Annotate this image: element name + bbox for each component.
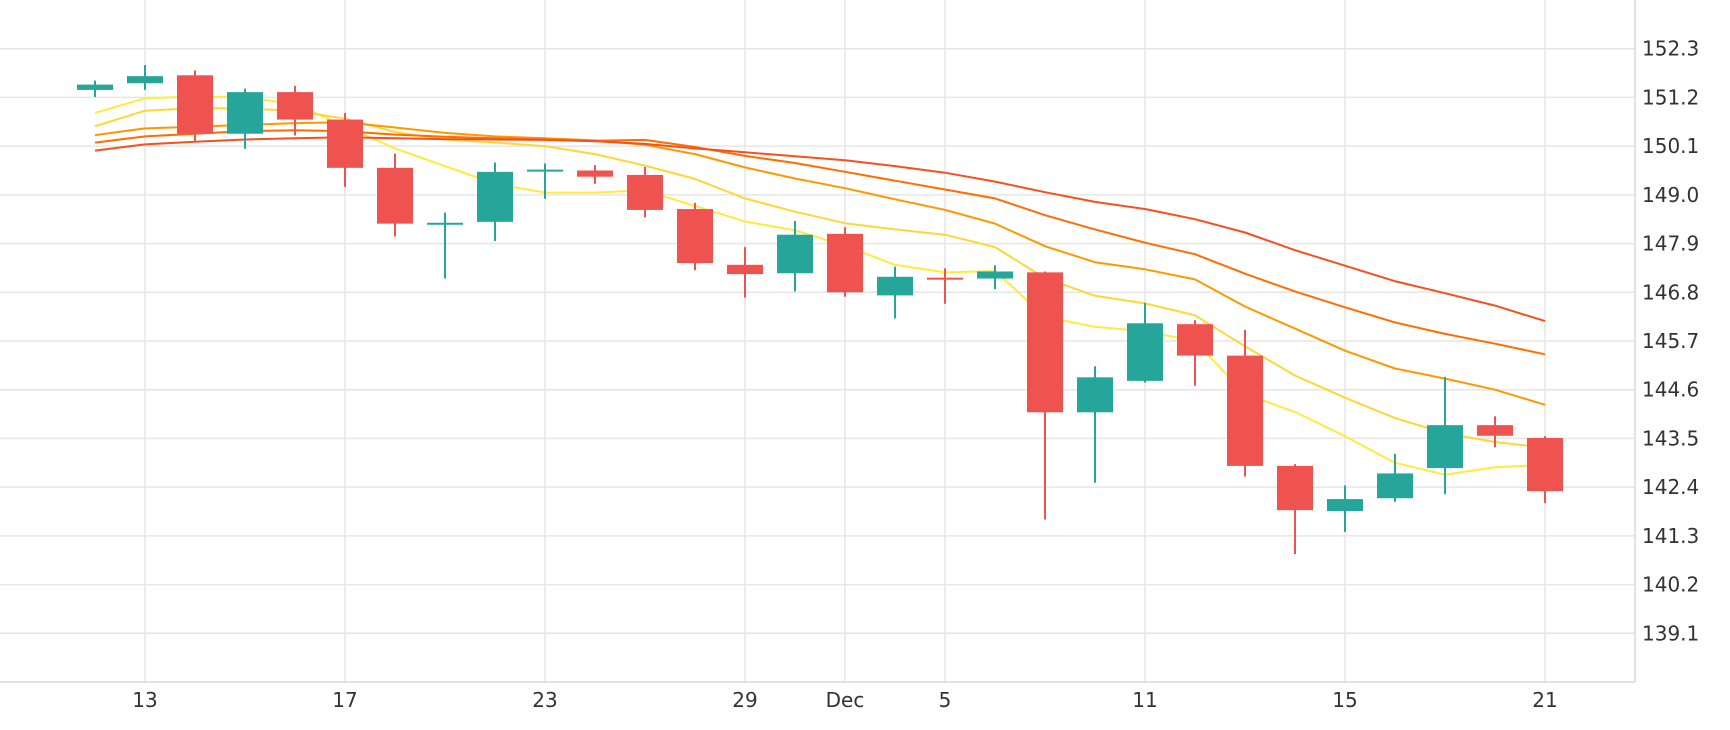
- candle: [1027, 271, 1063, 520]
- x-tick-label: 13: [132, 688, 157, 712]
- y-tick-label: 151.2: [1642, 85, 1699, 109]
- x-tick-label: 23: [532, 688, 557, 712]
- x-tick-label: 29: [732, 688, 757, 712]
- candle: [177, 70, 213, 143]
- candle-body-down: [927, 277, 963, 280]
- candle-body-up: [1377, 473, 1413, 499]
- candle-body-down: [1177, 324, 1213, 356]
- y-tick-label: 143.5: [1642, 426, 1699, 450]
- candle: [1227, 329, 1263, 477]
- candle-body-up: [1077, 377, 1113, 413]
- candle-body-up: [1427, 425, 1463, 469]
- y-axis-tick-labels: 152.3 151.2 150.1 149.0 147.9 146.8 145.7 144.6…: [1642, 37, 1699, 646]
- candle-body-down: [1527, 437, 1563, 492]
- candle: [227, 88, 263, 149]
- moving-average-line-5: [94, 136, 1546, 323]
- candle-body-down: [1227, 355, 1263, 466]
- candle: [1477, 416, 1513, 448]
- candle-body-down: [377, 167, 413, 224]
- candle-body-up: [127, 76, 163, 84]
- candle: [77, 80, 113, 97]
- candle-body-down: [1027, 272, 1063, 413]
- candle: [727, 247, 763, 298]
- candle: [327, 112, 363, 187]
- candle-body-up: [1127, 323, 1163, 381]
- candle-body-up: [977, 271, 1013, 279]
- x-axis-tick-labels: 13 17 23 29 Dec 5 11 15 21: [132, 688, 1557, 712]
- candle: [627, 166, 663, 218]
- y-tick-label: 149.0: [1642, 183, 1699, 207]
- candle: [1527, 436, 1563, 504]
- moving-average-lines: [94, 95, 1546, 476]
- moving-average-line-3: [94, 121, 1546, 406]
- x-tick-label: 15: [1332, 688, 1357, 712]
- candle: [877, 266, 913, 319]
- grid-lines: [0, 0, 1635, 682]
- y-tick-label: 146.8: [1642, 280, 1699, 304]
- x-tick-label: 17: [332, 688, 357, 712]
- candle-body-up: [1327, 499, 1363, 512]
- candle-body-up: [877, 276, 913, 296]
- y-tick-label: 152.3: [1642, 37, 1699, 61]
- candle-body-up: [227, 92, 263, 134]
- candle-body-down: [177, 75, 213, 134]
- y-tick-label: 139.1: [1642, 621, 1699, 645]
- candle-body-up: [427, 222, 463, 225]
- y-tick-label: 140.2: [1642, 573, 1699, 597]
- x-tick-label: 21: [1532, 688, 1557, 712]
- candle: [277, 85, 313, 136]
- candle-body-up: [77, 84, 113, 90]
- candle: [777, 220, 813, 292]
- candle-body-down: [277, 92, 313, 120]
- x-tick-label: 5: [939, 688, 952, 712]
- candle: [527, 163, 563, 199]
- candle-body-up: [477, 171, 513, 222]
- candle-body-down: [677, 209, 713, 264]
- candle-body-up: [777, 234, 813, 274]
- candles: [77, 65, 1563, 555]
- candle-body-down: [727, 264, 763, 275]
- candle: [127, 65, 163, 90]
- candle-body-down: [577, 170, 613, 177]
- candle: [1177, 320, 1213, 386]
- moving-average-line-4: [94, 129, 1546, 356]
- moving-average-line-1: [94, 95, 1546, 476]
- candle: [1127, 302, 1163, 383]
- candle: [577, 165, 613, 184]
- candle: [677, 202, 713, 271]
- candle: [927, 268, 963, 304]
- candle: [977, 265, 1013, 290]
- candle: [377, 153, 413, 237]
- x-tick-label: Dec: [826, 688, 865, 712]
- candle-body-up: [527, 169, 563, 172]
- y-tick-label: 141.3: [1642, 524, 1699, 548]
- candle: [1427, 376, 1463, 495]
- candle-body-down: [1277, 465, 1313, 511]
- candle: [1327, 485, 1363, 532]
- candle: [1277, 464, 1313, 555]
- y-tick-label: 145.7: [1642, 329, 1699, 353]
- candle: [477, 162, 513, 241]
- candle: [827, 227, 863, 297]
- moving-average-line-2: [94, 107, 1546, 449]
- candle: [1077, 366, 1113, 483]
- x-tick-label: 11: [1132, 688, 1157, 712]
- candle-body-down: [627, 174, 663, 210]
- y-tick-label: 147.9: [1642, 232, 1699, 256]
- candle-body-down: [827, 233, 863, 293]
- y-tick-label: 142.4: [1642, 475, 1699, 499]
- candle-body-down: [1477, 425, 1513, 436]
- candle-body-down: [327, 119, 363, 168]
- candle: [427, 212, 463, 279]
- candle: [1377, 453, 1413, 502]
- y-tick-label: 150.1: [1642, 134, 1699, 158]
- y-tick-label: 144.6: [1642, 378, 1699, 402]
